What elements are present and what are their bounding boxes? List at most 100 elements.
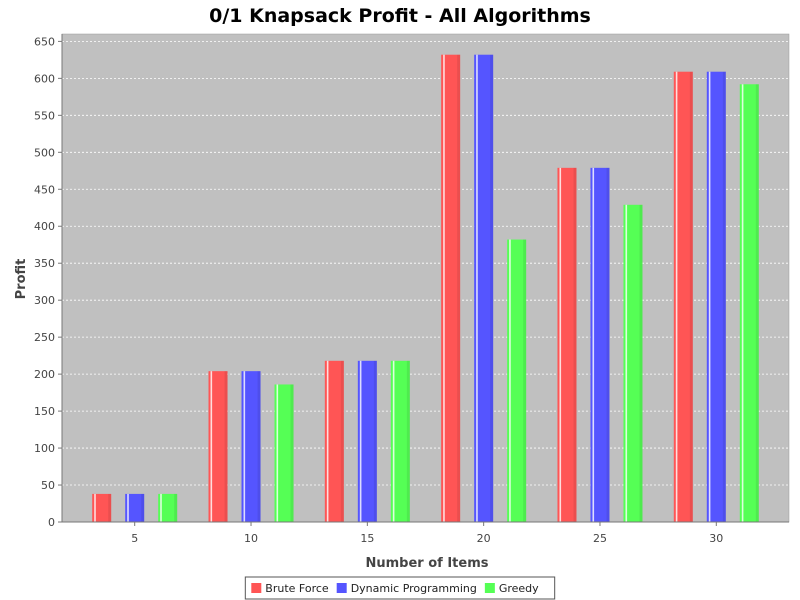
x-tick-label: 10 [244,532,258,545]
x-tick-label: 20 [477,532,491,545]
bar-brute-force-5 [92,493,112,522]
y-tick-label: 100 [34,442,55,455]
bar-highlight [675,71,678,522]
bar-highlight [160,493,162,522]
y-axis-label: Profit [14,259,29,300]
bar-brute-force-30 [673,71,693,522]
y-tick-label: 250 [34,331,55,344]
bar-fill [557,167,577,522]
bar-fill [324,360,344,522]
legend-label: Dynamic Programming [351,582,477,595]
bar-highlight [392,360,395,522]
legend-swatch [484,583,495,593]
bar-highlight [243,371,246,522]
bar-fill [739,84,759,523]
bar-greedy-25 [623,204,643,523]
bar-greedy-5 [158,493,178,522]
bar-greedy-30 [739,84,759,523]
bar-shade [606,167,610,522]
bar-brute-force-25 [557,167,577,522]
y-tick-label: 500 [34,146,55,159]
bar-shade [490,54,494,522]
bar-fill [507,239,527,522]
bar-shade [290,384,294,522]
y-tick-label: 200 [34,368,55,381]
bar-highlight [625,204,628,523]
bar-highlight [443,54,445,522]
bar-shade [755,84,759,523]
bar-fill [274,384,294,522]
y-tick-label: 300 [34,294,55,307]
bar-brute-force-20 [441,54,461,522]
bar-shade [141,493,145,522]
bar-highlight [359,360,362,522]
legend-item-brute-force: Brute Force [251,582,329,595]
y-tick-label: 150 [34,405,55,418]
bar-shade [689,71,693,522]
bar-highlight [326,360,329,522]
legend: Brute Force Dynamic Programming Greedy [244,576,556,600]
bar-shade [257,371,261,522]
bar-shade [108,493,112,522]
bar-fill [92,493,112,522]
x-axis: 5 10 15 20 25 30 [62,521,789,545]
bar-dynamic-programming-5 [125,493,145,522]
y-tick-label: 650 [34,35,55,48]
bar-shade [573,167,577,522]
y-tick-label: 450 [34,183,55,196]
x-tick-label: 25 [593,532,607,545]
x-tick-label: 5 [131,532,138,545]
bar-highlight [276,384,279,522]
bar-fill [474,54,494,522]
bar-greedy-10 [274,384,294,522]
bar-highlight [559,167,562,522]
bar-shade [174,493,178,522]
bar-highlight [127,493,129,522]
y-tick-label: 50 [41,479,55,492]
bar-fill [441,54,461,522]
y-tick-label: 600 [34,72,55,85]
x-tick-label: 30 [709,532,723,545]
bar-fill [158,493,178,522]
bar-shade [457,54,461,522]
bar-highlight [210,371,213,522]
bar-highlight [94,493,96,522]
x-axis-label: Number of Items [365,556,488,571]
bar-dynamic-programming-15 [357,360,377,522]
bar-highlight [509,239,511,522]
bar-shade [406,360,410,522]
legend-item-greedy: Greedy [484,582,539,595]
bar-greedy-15 [390,360,410,522]
bar-fill [590,167,610,522]
y-tick-label: 0 [48,516,55,529]
bar-fill [390,360,410,522]
legend-box [244,576,556,600]
bar-highlight [741,84,744,523]
grid-lines [62,40,789,486]
bar-fill [673,71,693,522]
bar-fill [357,360,377,522]
bar-shade [523,239,527,522]
bars [92,54,759,523]
bar-highlight [708,71,711,522]
x-tick-label: 15 [360,532,374,545]
y-tick-label: 350 [34,257,55,270]
legend-swatch [336,583,347,593]
chart-title: 0/1 Knapsack Profit - All Algorithms [209,5,591,27]
bar-shade [373,360,377,522]
y-tick-label: 550 [34,109,55,122]
y-tick-label: 400 [34,220,55,233]
bar-fill [623,204,643,523]
legend-label: Greedy [499,582,539,595]
legend-label: Brute Force [265,582,329,595]
bar-brute-force-10 [208,371,228,522]
bar-dynamic-programming-25 [590,167,610,522]
bar-highlight [476,54,478,522]
bar-fill [125,493,145,522]
legend-swatch [251,583,262,593]
y-axis: 0 50 100 150 200 250 300 350 400 450 500 550 600 650 [34,34,63,529]
bar-highlight [592,167,595,522]
bar-dynamic-programming-30 [706,71,726,522]
legend-item-dynamic-programming: Dynamic Programming [336,582,477,595]
